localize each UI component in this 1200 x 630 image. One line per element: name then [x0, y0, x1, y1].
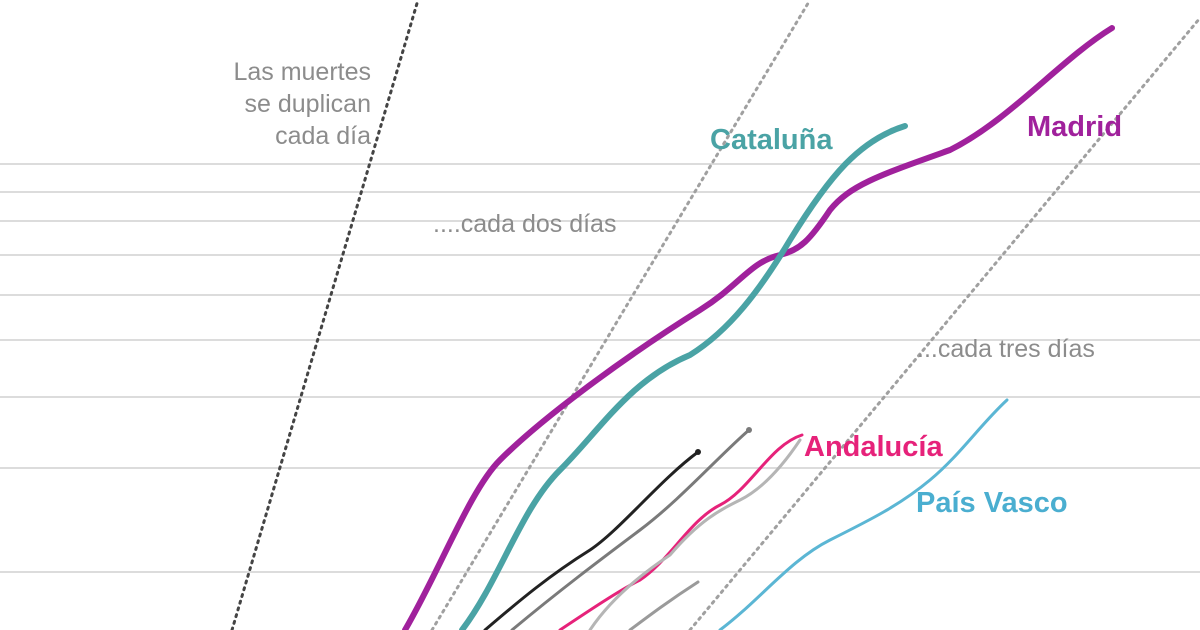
series-line-cataluna — [459, 123, 908, 630]
ref-label-2: ....cada dos días — [433, 210, 616, 238]
ref-label-1-line-3: cada día — [275, 122, 371, 150]
reference-line-doubling-2 — [430, 0, 812, 630]
series-line-andalucia — [558, 433, 804, 630]
series-end-dot-unnamed-grey — [746, 427, 752, 433]
series-label-pais-vasco: País Vasco — [916, 487, 1068, 519]
ref-label-3: ...cada tres días — [917, 335, 1095, 363]
gridlines — [0, 163, 1200, 573]
ref-label-1-line-1: Las muertes — [233, 58, 371, 86]
reference-line-doubling-1 — [230, 0, 420, 630]
series-line-pais-vasco — [718, 398, 1009, 630]
reference-line-doubling-3 — [688, 16, 1200, 630]
series-label-cataluna: Cataluña — [710, 124, 833, 156]
series-label-madrid: Madrid — [1027, 111, 1122, 143]
series-label-andalucia: Andalucía — [804, 431, 943, 463]
series-line-unnamed-grey — [510, 428, 751, 630]
series-line-unnamed-black — [483, 450, 700, 630]
series-line-madrid — [402, 25, 1115, 630]
series-line-unnamed-lightgrey — [588, 438, 802, 630]
ref-label-1-line-2: se duplican — [245, 90, 371, 118]
reference-lines — [230, 0, 1200, 630]
series-end-dot-unnamed-black — [695, 449, 701, 455]
series-lines — [402, 25, 1115, 630]
series-line-unnamed-midgrey — [628, 580, 700, 630]
